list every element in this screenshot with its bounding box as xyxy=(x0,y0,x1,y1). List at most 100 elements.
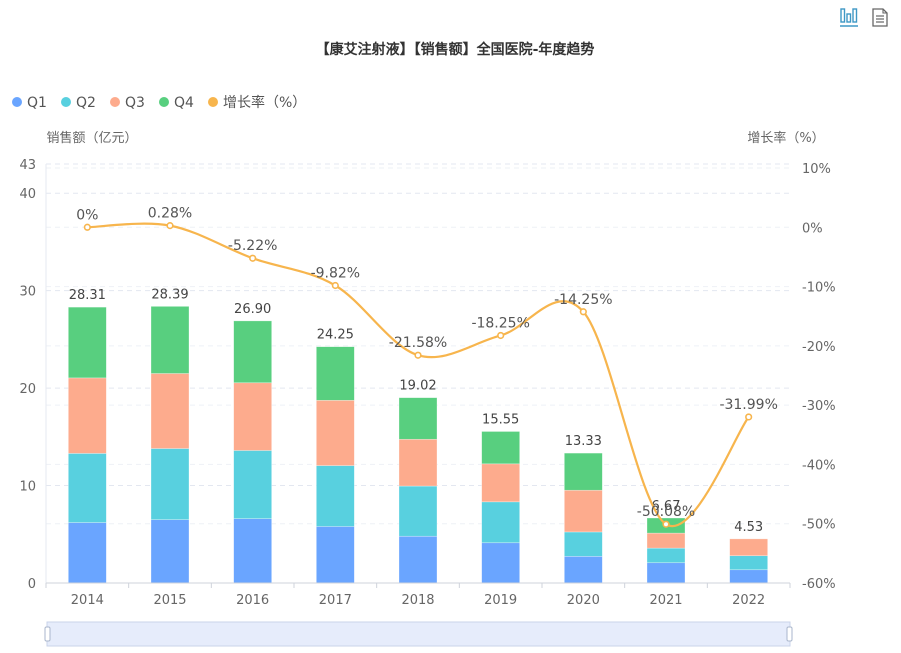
x-tick-label: 2019 xyxy=(484,593,517,608)
data-zoom-handle-right[interactable] xyxy=(786,626,793,642)
y2-tick-label: -40% xyxy=(802,458,836,473)
x-tick-label: 2022 xyxy=(732,593,765,608)
bar-q3 xyxy=(68,377,107,454)
data-view-icon[interactable] xyxy=(872,8,888,27)
bar-q2 xyxy=(481,501,520,544)
bar-q4 xyxy=(233,320,272,384)
bar-q4 xyxy=(150,306,190,374)
legend-label: Q4 xyxy=(174,95,194,111)
legend-marker-icon xyxy=(110,97,120,107)
bar-q3 xyxy=(316,399,355,466)
growth-labels: 0% 0.28% -5.22% -9.82% -21.58% -18.25% -14.25%… xyxy=(76,206,778,521)
y-axis-title: 销售额（亿元） xyxy=(46,130,137,146)
x-tick-label: 2016 xyxy=(236,593,269,608)
growth-label: -21.58% xyxy=(389,335,447,351)
legend: Q1 Q2 Q3 Q4 增长率（%） xyxy=(12,94,306,111)
total-label: 28.31 xyxy=(69,288,106,303)
growth-line-series xyxy=(83,222,753,528)
total-label: 13.33 xyxy=(565,434,602,449)
growth-label: 0.28% xyxy=(148,206,192,222)
total-label: 4.53 xyxy=(734,520,763,535)
y-tick-label: 0 xyxy=(28,577,36,592)
bar-q4 xyxy=(316,346,355,401)
total-label: 6.67 xyxy=(652,499,681,514)
growth-point xyxy=(249,254,257,262)
bar-q4 xyxy=(564,452,603,491)
data-zoom-handle-left[interactable] xyxy=(44,626,51,642)
growth-label: -14.25% xyxy=(554,292,612,308)
growth-point xyxy=(745,413,753,421)
bar-series xyxy=(68,306,768,584)
bar-q2 xyxy=(68,453,107,523)
bar-q2 xyxy=(646,547,686,564)
bar-q1 xyxy=(564,556,603,584)
bar-q2 xyxy=(150,448,190,520)
growth-label: -5.22% xyxy=(228,238,278,254)
y2-tick-label: -30% xyxy=(802,399,836,414)
legend-item[interactable]: Q3 xyxy=(110,95,145,111)
x-tick-label: 2020 xyxy=(567,593,600,608)
bar-q1 xyxy=(729,569,768,584)
bar-q2 xyxy=(564,531,603,557)
growth-point xyxy=(166,222,174,230)
data-zoom-track[interactable] xyxy=(46,621,791,647)
growth-label: -31.99% xyxy=(719,397,777,413)
legend-marker-icon xyxy=(159,97,169,107)
y2-axis-ticks: 10% 0% -10% -20% -30% -40% -50% -60% xyxy=(802,162,836,592)
growth-point xyxy=(662,520,670,528)
x-tick-label: 2014 xyxy=(71,593,104,608)
data-zoom-slider[interactable] xyxy=(44,621,793,647)
bar-q4 xyxy=(398,397,438,440)
bar-chart-icon[interactable] xyxy=(840,8,858,27)
y2-axis-title: 增长率（%） xyxy=(747,130,824,146)
growth-label: 0% xyxy=(76,207,98,223)
bar-q4 xyxy=(481,431,520,465)
bar-q2 xyxy=(316,465,355,527)
legend-label: 增长率（%） xyxy=(223,94,306,111)
bar-q3 xyxy=(233,382,272,451)
y-tick-label: 40 xyxy=(19,187,36,202)
bar-q1 xyxy=(646,562,686,584)
bar-q1 xyxy=(316,526,355,584)
x-tick-label: 2021 xyxy=(649,593,682,608)
total-label: 28.39 xyxy=(151,287,188,302)
legend-item[interactable]: Q1 xyxy=(12,95,47,111)
growth-label: -9.82% xyxy=(311,266,361,282)
toolbox xyxy=(840,8,888,27)
bar-q2 xyxy=(729,555,768,571)
legend-item[interactable]: Q2 xyxy=(61,95,96,111)
growth-label: -18.25% xyxy=(471,315,529,331)
legend-label: Q3 xyxy=(125,95,145,111)
legend-item[interactable]: Q4 xyxy=(159,95,194,111)
legend-marker-icon xyxy=(61,97,71,107)
y-tick-label: 10 xyxy=(19,480,36,495)
legend-item[interactable]: 增长率（%） xyxy=(208,94,306,111)
y2-tick-label: -60% xyxy=(802,577,836,592)
total-labels: 28.31 28.39 26.90 24.25 19.02 15.55 13.33 6.67 4… xyxy=(69,287,763,534)
total-label: 26.90 xyxy=(234,302,271,317)
bar-q3 xyxy=(729,538,768,557)
bar-q3 xyxy=(398,438,438,487)
growth-point xyxy=(497,331,505,340)
x-tick-label: 2018 xyxy=(401,593,434,608)
x-tick-label: 2017 xyxy=(319,593,352,608)
bar-q1 xyxy=(398,535,438,584)
growth-point xyxy=(414,351,422,359)
bar-q1 xyxy=(481,542,520,584)
bar-q3 xyxy=(564,489,603,533)
y2-tick-label: -20% xyxy=(802,340,836,355)
y-tick-label: 20 xyxy=(19,382,36,397)
bar-q1 xyxy=(68,522,107,584)
total-label: 24.25 xyxy=(317,328,354,343)
bar-q3 xyxy=(481,463,520,503)
legend-label: Q1 xyxy=(27,95,47,111)
growth-point xyxy=(579,308,587,316)
bar-q1 xyxy=(233,518,272,584)
bar-q4 xyxy=(68,306,107,379)
legend-marker-icon xyxy=(12,97,22,107)
x-axis: 2014 2015 2016 2017 2018 2019 2020 2021 2022 xyxy=(45,582,791,608)
y-axis-ticks: 0 10 20 30 40 43 xyxy=(19,158,36,592)
y-tick-label: 43 xyxy=(19,158,36,173)
chart-title: 【康艾注射液】【销售额】全国医院-年度趋势 xyxy=(316,41,595,58)
